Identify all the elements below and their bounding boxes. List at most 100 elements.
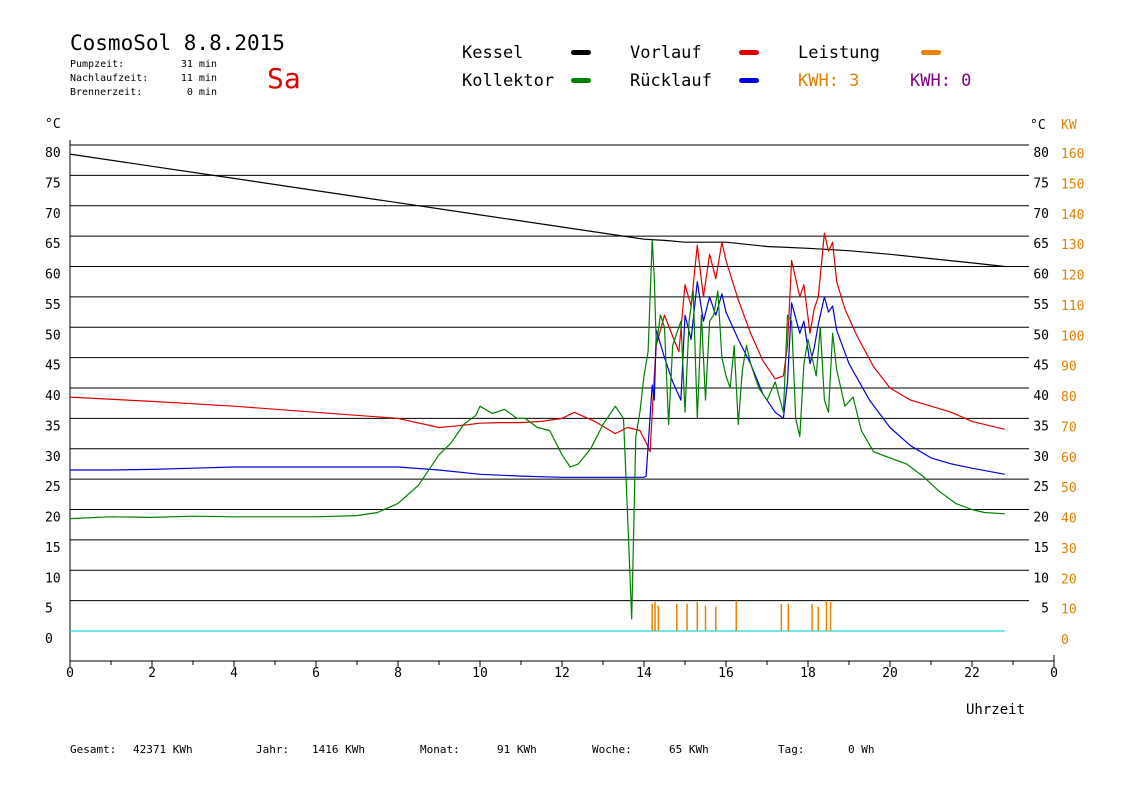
x-tick-label: 14 [636, 666, 652, 681]
legend-label-ruecklauf: Rücklauf [630, 71, 712, 91]
kw-tick-label: 70 [1061, 420, 1077, 435]
x-tick-label: 10 [472, 666, 488, 681]
y-tick-label: 65 [45, 237, 61, 252]
footer-value-woche: 65 KWh [669, 743, 709, 756]
footer-value-monat: 91 KWh [497, 743, 537, 756]
kw-tick-label: 0 [1061, 633, 1069, 648]
x-tick-label: 8 [394, 666, 402, 681]
y-tick-label-right: 50 [1033, 328, 1049, 343]
y-tick-label-right: 40 [1033, 389, 1049, 404]
kw-tick-label: 40 [1061, 512, 1077, 527]
x-tick-label: 4 [230, 666, 238, 681]
y-tick-label: 60 [45, 268, 61, 283]
x-tick-label: 16 [718, 666, 734, 681]
y-tick-label-right: 30 [1033, 450, 1049, 465]
y-tick-label-right: 75 [1033, 176, 1049, 191]
kw-tick-label: 150 [1061, 177, 1084, 192]
x-tick-label: 18 [800, 666, 816, 681]
y-tick-label: 75 [45, 176, 61, 191]
x-tick-label: 0 [1050, 666, 1058, 681]
info-label-brennerzeit: Brennerzeit: [70, 87, 142, 98]
kw-axis-unit: KW [1061, 118, 1077, 133]
y-tick-label: 25 [45, 480, 61, 495]
info-value-pumpzeit: 31 min [181, 59, 217, 70]
kw-tick-label: 120 [1061, 269, 1084, 284]
legend-swatch-leistung [921, 50, 941, 55]
kwh-solar: KWH: 3 [798, 71, 859, 91]
y-tick-label: 15 [45, 541, 61, 556]
y-tick-label-right: 35 [1033, 419, 1049, 434]
info-value-nachlaufzeit: 11 min [181, 73, 217, 84]
x-tick-label: 2 [148, 666, 156, 681]
y-tick-label: 0 [45, 632, 53, 647]
info-value-brennerzeit: 0 min [187, 87, 217, 98]
y-tick-label: 80 [45, 146, 61, 161]
kw-tick-label: 110 [1061, 299, 1084, 314]
footer-value-jahr: 1416 KWh [312, 743, 365, 756]
legend-swatch-vorlauf [739, 50, 759, 55]
y-tick-label-right: 25 [1033, 480, 1049, 495]
x-tick-label: 6 [312, 666, 320, 681]
footer-label-monat: Monat: [420, 743, 460, 756]
y-tick-label: 30 [45, 450, 61, 465]
legend-label-kessel: Kessel [462, 43, 523, 63]
kw-tick-label: 160 [1061, 147, 1084, 162]
legend-swatch-kollektor [571, 78, 591, 83]
kw-tick-label: 80 [1061, 390, 1077, 405]
y-tick-label-right: 45 [1033, 359, 1049, 374]
grid [69, 140, 1055, 662]
kw-tick-label: 60 [1061, 451, 1077, 466]
legend-swatch-kessel [571, 50, 591, 55]
y-tick-label-right: 10 [1033, 571, 1049, 586]
kwh-burner: KWH: 0 [910, 71, 971, 91]
legend: Kessel Vorlauf Leistung Kollektor Rückla… [462, 43, 971, 91]
y-tick-label: 20 [45, 511, 61, 526]
y-tick-label-right: 60 [1033, 268, 1049, 283]
vorlauf-series-line [69, 232, 1005, 453]
legend-swatch-ruecklauf [739, 78, 759, 83]
day-label: Sa [267, 62, 301, 95]
legend-label-vorlauf: Vorlauf [630, 43, 702, 63]
footer-label-woche: Woche: [592, 743, 632, 756]
y-tick-label-right: 5 [1041, 602, 1049, 617]
info-label-pumpzeit: Pumpzeit: [70, 59, 124, 70]
kw-tick-label: 10 [1061, 603, 1077, 618]
y-tick-label: 45 [45, 359, 61, 374]
footer-label-jahr: Jahr: [256, 743, 289, 756]
x-tick-label: 22 [964, 666, 980, 681]
y-axis-unit-right: °C [1030, 118, 1046, 133]
kessel-series-line [69, 153, 1005, 268]
footer-label-tag: Tag: [778, 743, 805, 756]
kw-tick-label: 140 [1061, 208, 1084, 223]
y-tick-label: 35 [45, 419, 61, 434]
x-tick-label: 0 [66, 666, 74, 681]
legend-label-kollektor: Kollektor [462, 71, 554, 91]
x-tick-label: 12 [554, 666, 570, 681]
ruecklauf-series-line [70, 281, 1005, 478]
y-tick-label-right: 20 [1033, 511, 1049, 526]
footer-value-gesamt: 42371 KWh [133, 743, 193, 756]
footer-stats: Gesamt: 42371 KWh Jahr: 1416 KWh Monat: … [70, 743, 875, 756]
y-tick-label-right: 70 [1033, 207, 1049, 222]
kw-tick-label: 130 [1061, 238, 1084, 253]
y-axis-unit-left: °C [45, 117, 61, 132]
kollektor-series-line [69, 238, 1005, 620]
kw-tick-label: 20 [1061, 572, 1077, 587]
y-tick-label-right: 55 [1033, 298, 1049, 313]
kw-tick-label: 100 [1061, 329, 1084, 344]
kw-tick-label: 30 [1061, 542, 1077, 557]
kw-tick-label: 90 [1061, 360, 1077, 375]
kw-tick-label: 50 [1061, 481, 1077, 496]
chart-title: CosmoSol 8.8.2015 [70, 31, 285, 55]
info-label-nachlaufzeit: Nachlaufzeit: [70, 73, 148, 84]
x-axis-title: Uhrzeit [966, 702, 1025, 718]
y-tick-label: 50 [45, 328, 61, 343]
legend-label-leistung: Leistung [798, 43, 880, 63]
y-tick-label: 55 [45, 298, 61, 313]
x-tick-label: 20 [882, 666, 898, 681]
y-tick-label: 40 [45, 389, 61, 404]
y-tick-label-right: 65 [1033, 237, 1049, 252]
y-tick-label: 70 [45, 207, 61, 222]
